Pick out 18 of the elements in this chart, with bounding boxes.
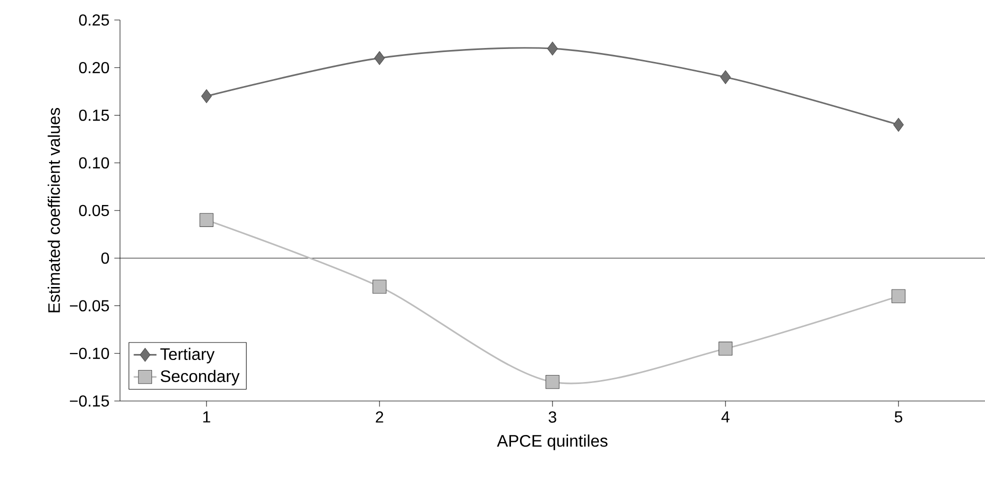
x-tick-label: 1 xyxy=(203,411,210,422)
y-tick-label: 0 xyxy=(101,252,109,264)
y-tick-label: 0.15 xyxy=(79,110,109,121)
x-tick-label: 4 xyxy=(721,411,730,422)
y-tick-label: 0.25 xyxy=(79,14,109,26)
x-axis-title: APCE quintiles xyxy=(496,434,608,450)
x-tick-label: 3 xyxy=(548,411,556,423)
y-tick-label: −0.15 xyxy=(70,395,109,407)
y-tick-label: −0.05 xyxy=(70,300,109,312)
legend-label: Tertiary xyxy=(160,348,215,364)
x-tick-label: 5 xyxy=(894,411,902,423)
y-tick-label: 0.10 xyxy=(79,157,109,169)
y-tick-label: −0.10 xyxy=(70,348,109,360)
y-tick-label: 0.20 xyxy=(79,62,109,74)
x-tick-label: 2 xyxy=(376,411,384,423)
y-axis-title: Estimated coefficient values xyxy=(48,108,60,312)
y-tick-label: 0.05 xyxy=(79,204,109,216)
legend-label: Secondary xyxy=(160,370,240,386)
